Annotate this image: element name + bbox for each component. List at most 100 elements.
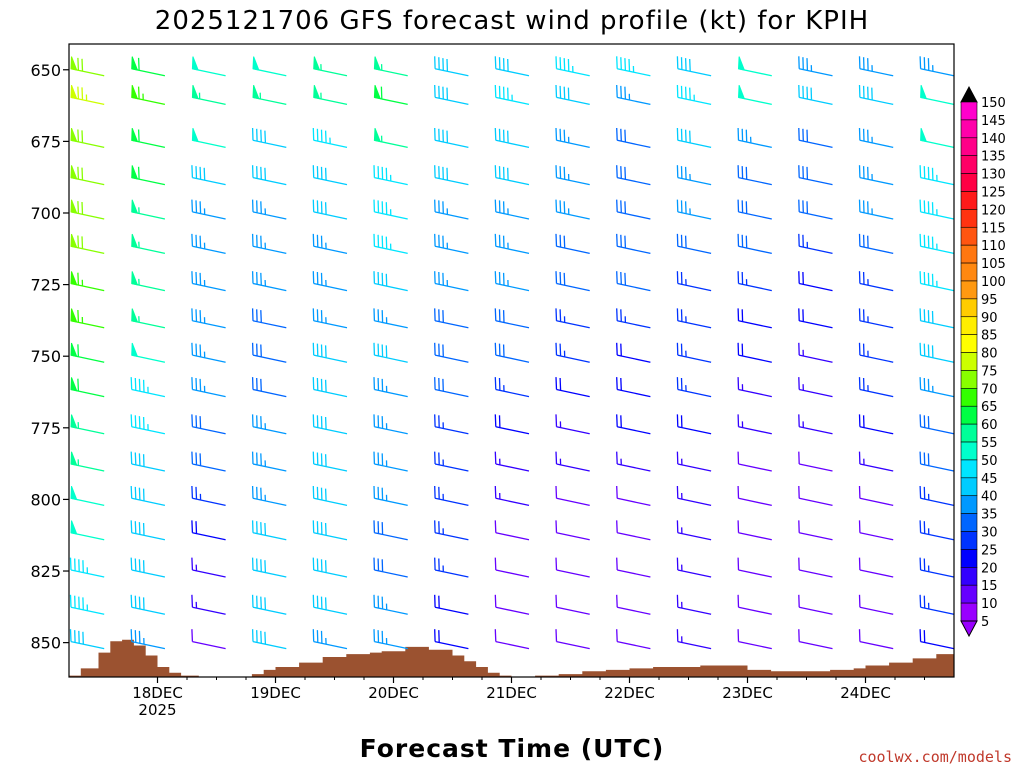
wind-barb — [555, 377, 590, 398]
colorbar-label: 140 — [981, 132, 1006, 147]
wind-barb — [434, 594, 469, 615]
wind-barb — [373, 414, 408, 435]
colorbar-label: 115 — [981, 221, 1006, 236]
colorbar-label: 60 — [981, 418, 998, 433]
wind-barb — [798, 594, 833, 615]
colorbar-swatch — [960, 173, 978, 192]
colorbar-label: 135 — [981, 150, 1006, 165]
wind-barb — [616, 84, 651, 106]
wind-barb — [676, 629, 712, 650]
colorbar-swatch — [960, 423, 978, 443]
colorbar-swatch — [960, 513, 978, 532]
wind-barb — [919, 377, 954, 398]
x-tick-label: 19DEC — [250, 684, 301, 702]
colorbar-swatch — [960, 298, 978, 318]
wind-barb — [737, 56, 772, 77]
colorbar-swatch — [960, 584, 978, 604]
wind-barb — [798, 84, 833, 106]
wind-barb — [191, 199, 226, 220]
wind-barb — [131, 56, 166, 77]
wind-barb — [373, 85, 408, 106]
wind-barb — [798, 56, 833, 77]
wind-barb — [373, 342, 408, 363]
wind-barb — [191, 520, 226, 541]
wind-barb — [737, 557, 772, 578]
colorbar-swatch — [960, 226, 978, 246]
y-tick-label: 650 — [30, 61, 61, 80]
x-tick-label: 20DEC — [368, 684, 419, 702]
wind-barb — [70, 56, 105, 77]
colorbar-swatch — [960, 155, 978, 174]
wind-barb — [312, 414, 348, 435]
wind-barb — [191, 629, 226, 650]
wind-barb — [555, 342, 590, 363]
wind-barb — [919, 629, 954, 650]
wind-barb — [676, 414, 712, 435]
x-tick-label: 22DEC — [604, 684, 655, 702]
wind-barb — [312, 594, 348, 615]
colorbar-swatch — [960, 262, 978, 282]
wind-barb — [858, 84, 894, 106]
colorbar-swatch — [960, 137, 978, 156]
wind-barb — [69, 629, 105, 650]
wind-barb — [494, 629, 530, 650]
wind-barb — [858, 127, 894, 149]
wind-barb — [373, 199, 408, 220]
wind-barb — [373, 271, 408, 292]
wind-barb — [191, 233, 226, 255]
colorbar-swatch — [960, 316, 978, 335]
wind-barb — [131, 308, 166, 329]
colorbar-label: 95 — [981, 293, 998, 308]
colorbar-swatch — [960, 209, 978, 228]
wind-barb — [676, 557, 712, 578]
wind-barb — [737, 520, 772, 541]
wind-barb — [919, 233, 954, 255]
colorbar-label: 125 — [981, 185, 1006, 200]
wind-barb — [676, 377, 712, 398]
wind-barb — [616, 451, 651, 472]
colorbar-swatch — [960, 602, 978, 622]
wind-barb — [70, 271, 105, 292]
wind-barb — [858, 377, 894, 398]
wind-barb — [676, 451, 712, 472]
wind-barb — [555, 165, 590, 186]
wind-barb — [920, 85, 954, 106]
wind-barb — [251, 233, 287, 255]
wind-barb — [434, 84, 469, 106]
chart-title: 2025121706 GFS forecast wind profile (kt… — [155, 6, 869, 36]
wind-barb — [798, 520, 833, 541]
wind-barb — [373, 451, 408, 472]
wind-barb — [494, 127, 530, 149]
wind-barb — [555, 199, 590, 220]
wind-barb — [130, 377, 166, 398]
wind-barb — [555, 56, 590, 77]
colorbar-label: 5 — [981, 615, 989, 630]
wind-barb — [676, 271, 712, 292]
wind-barb — [434, 414, 469, 435]
y-tick-label: 700 — [30, 204, 61, 223]
wind-barb — [798, 308, 833, 329]
wind-barb — [919, 342, 954, 363]
wind-barb — [737, 233, 772, 255]
wind-barb — [251, 485, 287, 507]
wind-barb — [312, 233, 348, 255]
wind-barb — [737, 271, 772, 292]
colorbar-label: 15 — [981, 579, 998, 594]
colorbar-swatch — [960, 405, 978, 425]
wind-barb — [434, 233, 469, 255]
wind-barb — [858, 557, 894, 578]
wind-barb — [191, 414, 226, 435]
speed-colorbar: 1501451401351301251201151101051009590858… — [960, 85, 1006, 638]
wind-barb — [312, 377, 348, 398]
wind-barb — [616, 342, 651, 363]
wind-barb — [494, 520, 530, 541]
colorbar-label: 30 — [981, 526, 998, 541]
wind-barb — [373, 308, 408, 329]
wind-barb — [494, 271, 530, 292]
wind-barb — [737, 451, 772, 472]
wind-barb — [616, 520, 651, 541]
wind-barb — [434, 557, 469, 578]
wind-barb — [312, 165, 348, 186]
wind-barb — [616, 414, 651, 435]
wind-barb — [130, 520, 166, 541]
